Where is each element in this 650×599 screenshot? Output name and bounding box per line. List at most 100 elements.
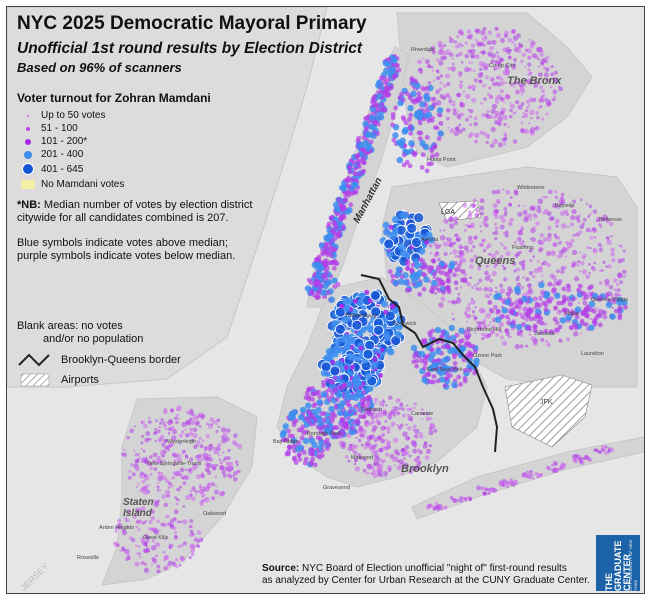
district-dot xyxy=(551,250,554,253)
district-dot xyxy=(485,133,491,139)
district-dot xyxy=(480,30,486,36)
district-dot xyxy=(361,443,364,447)
district-dot xyxy=(399,249,407,257)
district-dot xyxy=(425,231,433,239)
district-dot xyxy=(332,375,338,381)
district-dot xyxy=(456,296,460,300)
district-dot xyxy=(532,316,537,321)
district-dot xyxy=(581,269,588,275)
district-dot xyxy=(509,196,513,199)
district-dot xyxy=(412,354,417,359)
district-dot xyxy=(369,289,381,301)
district-dot xyxy=(148,437,152,441)
place-bellerose: Bellerose xyxy=(599,217,622,223)
district-dot xyxy=(578,214,581,217)
district-dot xyxy=(479,51,482,54)
district-dot xyxy=(365,401,370,407)
district-dot xyxy=(336,391,343,399)
district-dot xyxy=(416,109,424,117)
district-dot xyxy=(174,531,178,535)
district-dot xyxy=(514,288,521,295)
airports-label: Airports xyxy=(61,374,99,386)
district-dot xyxy=(510,104,515,109)
district-dot xyxy=(474,38,478,42)
district-dot xyxy=(437,257,441,262)
district-dot xyxy=(491,253,497,259)
district-dot xyxy=(412,78,418,84)
district-dot xyxy=(476,325,482,331)
district-dot xyxy=(210,482,216,487)
district-dot xyxy=(325,348,333,355)
district-dot xyxy=(474,305,477,309)
district-dot xyxy=(291,419,297,425)
map-canvas xyxy=(7,7,644,586)
district-dot xyxy=(373,397,378,402)
district-dot xyxy=(589,235,594,240)
district-dot xyxy=(528,103,531,107)
district-dot xyxy=(306,277,312,283)
district-dot xyxy=(214,485,218,488)
district-dot xyxy=(503,142,507,146)
legend-label: No Mamdani votes xyxy=(41,179,125,190)
district-dot xyxy=(190,552,195,557)
district-dot xyxy=(366,471,370,475)
district-dot xyxy=(488,252,492,256)
district-dot xyxy=(461,127,466,132)
district-dot xyxy=(342,297,350,305)
district-dot xyxy=(490,77,495,82)
source-note: Source: NYC Board of Election unofficial… xyxy=(262,563,590,586)
district-dot xyxy=(487,300,493,305)
district-dot xyxy=(400,115,406,120)
district-dot xyxy=(464,496,467,499)
district-dot xyxy=(154,542,161,548)
district-dot xyxy=(346,352,354,360)
district-dot xyxy=(458,75,462,78)
district-dot xyxy=(344,454,349,459)
district-dot xyxy=(151,539,156,543)
district-dot xyxy=(529,470,533,474)
district-dot xyxy=(184,428,187,431)
district-dot xyxy=(514,304,520,309)
district-dot xyxy=(501,307,508,314)
district-dot xyxy=(167,427,173,432)
district-dot xyxy=(374,414,379,419)
district-dot xyxy=(316,399,323,406)
district-dot xyxy=(215,422,218,426)
district-dot xyxy=(360,147,366,153)
district-dot xyxy=(518,43,523,48)
district-dot xyxy=(541,117,545,121)
district-dot xyxy=(546,250,552,257)
district-dot xyxy=(417,59,423,65)
district-dot xyxy=(396,156,403,164)
district-dot xyxy=(476,485,482,491)
district-dot xyxy=(162,449,167,454)
district-dot xyxy=(178,442,182,445)
district-dot xyxy=(165,514,170,519)
district-dot xyxy=(494,226,499,231)
district-dot xyxy=(532,247,535,250)
district-dot xyxy=(600,245,603,248)
district-dot xyxy=(474,139,478,144)
district-dot xyxy=(479,79,483,83)
district-dot xyxy=(541,279,544,283)
district-dot xyxy=(473,121,479,127)
district-dot xyxy=(435,100,442,106)
district-dot xyxy=(366,131,373,138)
district-dot xyxy=(324,377,330,383)
district-dot xyxy=(570,215,576,221)
district-dot xyxy=(512,139,518,144)
district-dot xyxy=(322,439,328,445)
district-dot xyxy=(310,386,315,391)
district-dot xyxy=(470,299,476,305)
district-dot xyxy=(460,32,464,36)
district-dot xyxy=(528,97,534,103)
district-dot xyxy=(146,461,152,467)
place-jamaica: Jamaica xyxy=(534,331,555,337)
district-dot xyxy=(174,462,178,466)
district-dot xyxy=(546,465,550,470)
district-dot xyxy=(464,311,468,315)
district-dot xyxy=(398,459,404,465)
district-dot xyxy=(578,283,583,289)
district-dot xyxy=(435,378,441,384)
district-dot xyxy=(480,211,484,216)
